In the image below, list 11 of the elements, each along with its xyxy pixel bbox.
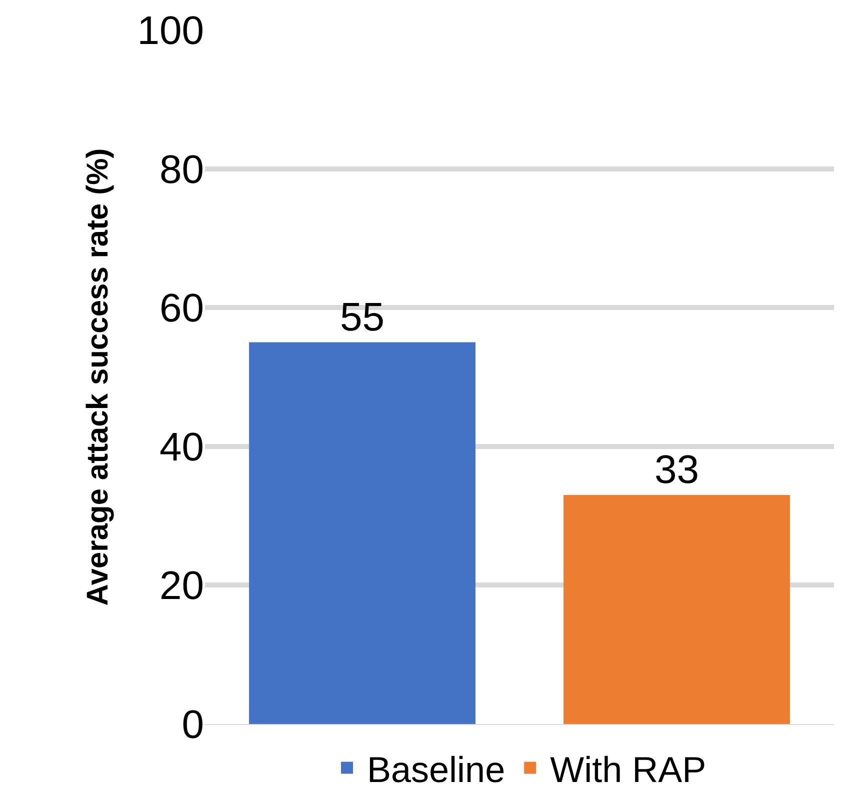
- data-label: 55: [340, 295, 384, 340]
- data-label: 33: [654, 448, 699, 492]
- legend-label: With RAP: [550, 748, 706, 790]
- y-tick-label: 40: [160, 425, 204, 470]
- y-tick-label: 0: [182, 703, 204, 747]
- y-tick-label: 80: [160, 148, 204, 192]
- y-tick-label: 100: [137, 9, 204, 53]
- legend-label: Baseline: [367, 748, 506, 790]
- y-tick-label: 60: [160, 286, 204, 331]
- y-tick-label: 20: [160, 564, 204, 608]
- y-axis-title: Average attack success rate (%): [81, 148, 114, 606]
